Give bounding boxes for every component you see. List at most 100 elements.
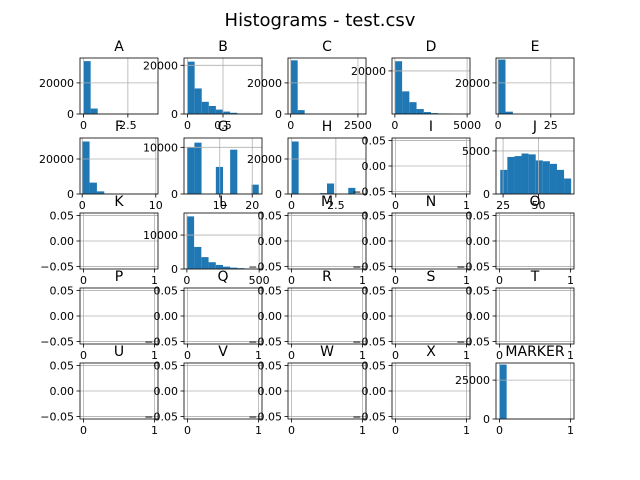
ytick-label-s-2: 0.05 [362, 285, 387, 298]
ytick-label-q-0: −0.05 [144, 335, 178, 348]
xtick-label-h-1: 2.5 [327, 199, 345, 212]
xtick-label-p-0: 0 [80, 349, 87, 362]
xtick-label-o-1: 1 [567, 274, 574, 287]
axes-frame-f [79, 137, 159, 195]
panel-f: 0 10 0 20000 F [39, 119, 163, 212]
panel-t: 0 1−0.050.000.05T [456, 269, 575, 362]
ytick-label-i-0: −0.05 [352, 185, 386, 198]
panel-title-n: N [426, 194, 436, 210]
panel-n: 0 1−0.050.000.05N [352, 194, 471, 287]
ytick-label-f-1: 20000 [39, 153, 74, 166]
xtick-label-u-0: 0 [80, 424, 87, 437]
xtick-label-r-0: 0 [288, 349, 295, 362]
panel-title-d: D [426, 39, 437, 55]
panel-title-e: E [531, 39, 540, 55]
axes-frame-g [183, 137, 263, 195]
panel-title-j: J [532, 119, 537, 135]
ytick-label-w-1: 0.00 [258, 385, 283, 398]
bar-l-4 [215, 264, 223, 269]
xtick-label-w-1: 1 [359, 424, 366, 437]
ytick-label-u-0: −0.05 [40, 410, 74, 423]
bar-j-1 [507, 156, 515, 194]
axes-frame-c [287, 57, 367, 115]
ytick-label-k-2: 0.05 [50, 210, 75, 223]
panel-u: 0 1 −0.05 0.00 0.05 U [40, 344, 159, 437]
ytick-label-d-0: 20000 [351, 65, 386, 78]
bar-b-2 [201, 101, 209, 114]
bar-h-4 [319, 193, 327, 195]
ytick-label-w-2: 0.05 [258, 360, 283, 373]
bar-j-7 [549, 163, 557, 194]
panel-w: 0 1−0.050.000.05W [248, 344, 367, 437]
ytick-label-x-2: 0.05 [362, 360, 387, 373]
xtick-label-t-1: 1 [567, 349, 574, 362]
ytick-label-t-0: −0.05 [456, 335, 490, 348]
panel-e: 0 25 20000 E [455, 39, 575, 132]
xtick-label-q-0: 0 [184, 349, 191, 362]
ytick-label-b-0: 0 [171, 108, 178, 121]
ytick-label-v-2: 0.05 [154, 360, 179, 373]
bar-d-2 [409, 102, 417, 114]
panel-title-l: L [219, 194, 227, 210]
xtick-label-t-0: 0 [496, 349, 503, 362]
bar-j-2 [514, 156, 522, 194]
ytick-label-j-1: 5000 [462, 145, 490, 158]
xtick-label-d-1: 5000 [453, 119, 481, 132]
ytick-label-p-2: 0.05 [50, 285, 75, 298]
ytick-label-t-2: 0.05 [466, 285, 491, 298]
bar-j-5 [535, 160, 543, 194]
bar-b-5 [223, 111, 231, 114]
panel-title-t: T [530, 269, 540, 285]
bar-marker-0 [499, 364, 507, 419]
xtick-label-x-0: 0 [392, 424, 399, 437]
ytick-label-n-1: 0.00 [362, 235, 387, 248]
xtick-label-p-1: 1 [151, 349, 158, 362]
ytick-label-c-0: 0 [275, 108, 282, 121]
panel-title-marker: MARKER [505, 344, 564, 360]
xtick-label-j-0: 25 [496, 199, 510, 212]
bar-e-0 [498, 59, 506, 114]
ytick-label-o-1: 0.00 [466, 235, 491, 248]
ytick-label-f-0: 0 [67, 188, 74, 201]
xtick-label-marker-0: 0 [496, 424, 503, 437]
xtick-label-v-1: 1 [255, 424, 262, 437]
xtick-label-a-1: 2.5 [119, 119, 137, 132]
xtick-label-a-0: 0 [80, 119, 87, 132]
xtick-label-q-1: 1 [255, 349, 262, 362]
bar-j-0 [500, 169, 508, 194]
panel-a: 0 2.5 0 20000 A [39, 39, 159, 132]
bar-d-0 [394, 61, 403, 114]
panel-title-q: Q [217, 269, 228, 285]
xtick-label-m-0: 0 [288, 274, 295, 287]
axes-frame-a [79, 57, 159, 115]
panel-title-g: G [218, 119, 229, 135]
panel-title-f: F [115, 119, 123, 135]
bar-h-0 [291, 141, 299, 194]
bar-l-2 [201, 257, 209, 269]
ytick-label-u-1: 0.00 [50, 385, 75, 398]
ytick-label-o-0: −0.05 [456, 260, 490, 273]
panel-j: 25 50 0 5000 J [462, 119, 575, 212]
panel-title-s: S [427, 269, 436, 285]
bar-b-4 [215, 109, 223, 114]
xtick-label-x-1: 1 [463, 424, 470, 437]
ytick-label-r-2: 0.05 [258, 285, 283, 298]
axes-frame-l [183, 212, 263, 270]
ytick-label-l-1: 10000 [143, 229, 178, 242]
ytick-label-i-1: 0.00 [362, 160, 387, 173]
ytick-label-u-2: 0.05 [50, 360, 75, 373]
panel-title-i: I [429, 119, 433, 135]
axes-frame-marker [495, 362, 575, 420]
ytick-label-r-1: 0.00 [258, 310, 283, 323]
panel-title-r: R [322, 269, 332, 285]
bar-d-5 [431, 113, 439, 114]
panel-title-u: U [114, 344, 124, 360]
xtick-label-b-1: 0.5 [214, 119, 232, 132]
xtick-label-c-1: 2500 [344, 119, 372, 132]
panel-o: 0 1−0.050.000.05O [456, 194, 575, 287]
xtick-label-b-0: 0 [184, 119, 191, 132]
panel-m: 0 1 −0.05 0.00 0.05 M [248, 194, 367, 287]
panel-c: 0 2500 0 20000 C [247, 39, 372, 132]
